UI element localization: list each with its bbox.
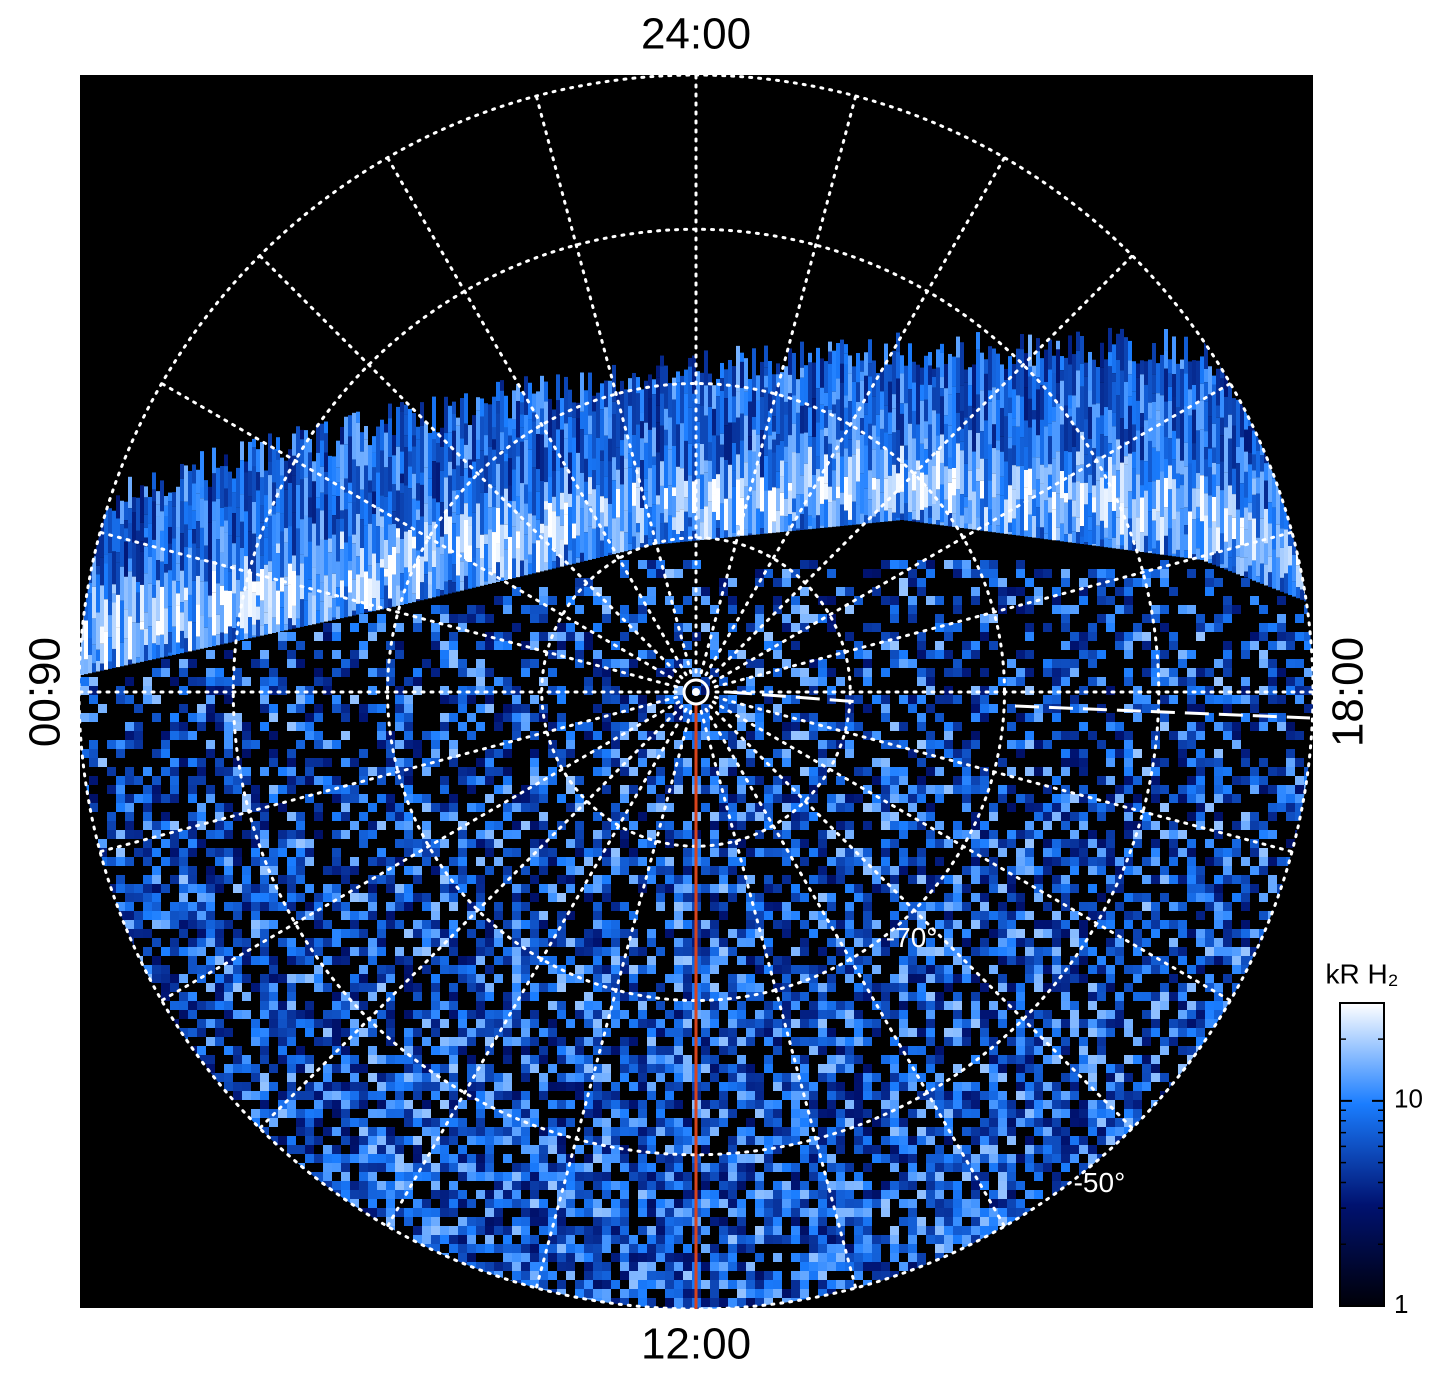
latitude-label: -50° (1074, 1167, 1126, 1198)
meridian-line (98, 695, 679, 854)
meridian-line (711, 382, 1232, 684)
meridian-line (98, 530, 679, 689)
colorbar-tick-label: 1 (1394, 1289, 1408, 1319)
colorbar: kR H₂ 1 10 (1325, 958, 1422, 1318)
hour-label: 12:00 (641, 1320, 751, 1369)
meridian-line (386, 707, 688, 1228)
meridian-line (258, 704, 684, 1130)
labels: 24:00 06:00 12:00 18:00 -70° -50° (19, 10, 1372, 1369)
meridian-line (704, 707, 1006, 1228)
meridian-line (699, 709, 858, 1290)
colorbar-label: kR H₂ (1325, 958, 1398, 989)
polar-grid (77, 73, 1315, 1311)
meridian-line (704, 156, 1006, 677)
meridian-line (534, 94, 693, 675)
meridian-line (708, 704, 1134, 1130)
meridian-line (699, 94, 858, 675)
pole-marker (682, 678, 710, 706)
meridian-line (713, 530, 1294, 689)
pole-dot (692, 688, 700, 696)
meridian-line (713, 695, 1294, 854)
colorbar-tick-label: 10 (1394, 1084, 1423, 1114)
boundary-line (727, 690, 1311, 720)
meridian-line (708, 254, 1134, 680)
meridian-line (258, 254, 684, 680)
latitude-label: -70° (886, 922, 938, 953)
hour-label: 06:00 (19, 637, 68, 747)
meridian-line (711, 700, 1232, 1002)
meridian-line (534, 709, 693, 1290)
meridian-line (160, 382, 681, 684)
hour-label: 24:00 (641, 10, 751, 59)
colorbar-gradient (1339, 1002, 1385, 1307)
meridian-line (160, 700, 681, 1002)
meridian-line (386, 156, 688, 677)
hour-label: 18:00 (1324, 637, 1373, 747)
